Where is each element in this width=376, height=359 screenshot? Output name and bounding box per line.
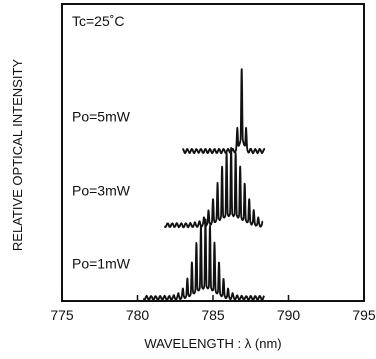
x-tick-label-780: 780 (126, 307, 150, 323)
x-axis-tick-labels: 775 780 785 790 795 (50, 307, 376, 323)
series-label-2: Po=3mW (72, 183, 131, 199)
condition-label: Tc=25˚C (72, 13, 125, 29)
x-tick-label-775: 775 (50, 307, 74, 323)
series-label-1: Po=1mW (72, 255, 131, 271)
x-tick-label-790: 790 (277, 307, 301, 323)
spectrum-traces (142, 68, 266, 302)
x-tick-label-785: 785 (201, 307, 225, 323)
spectrum-trace-2 (163, 147, 264, 229)
x-axis-ticks (61, 295, 365, 301)
y-axis-label: RELATIVE OPTICAL INTENSITY (10, 59, 25, 251)
series-labels: Po=1mW Po=3mW Po=5mW (72, 108, 131, 271)
x-axis-label: WAVELENGTH : λ (nm) (144, 336, 281, 351)
x-tick-label-795: 795 (352, 307, 376, 323)
series-label-3: Po=5mW (72, 108, 131, 124)
spectrum-trace-1 (142, 218, 266, 302)
spectrum-trace-3 (182, 68, 266, 155)
